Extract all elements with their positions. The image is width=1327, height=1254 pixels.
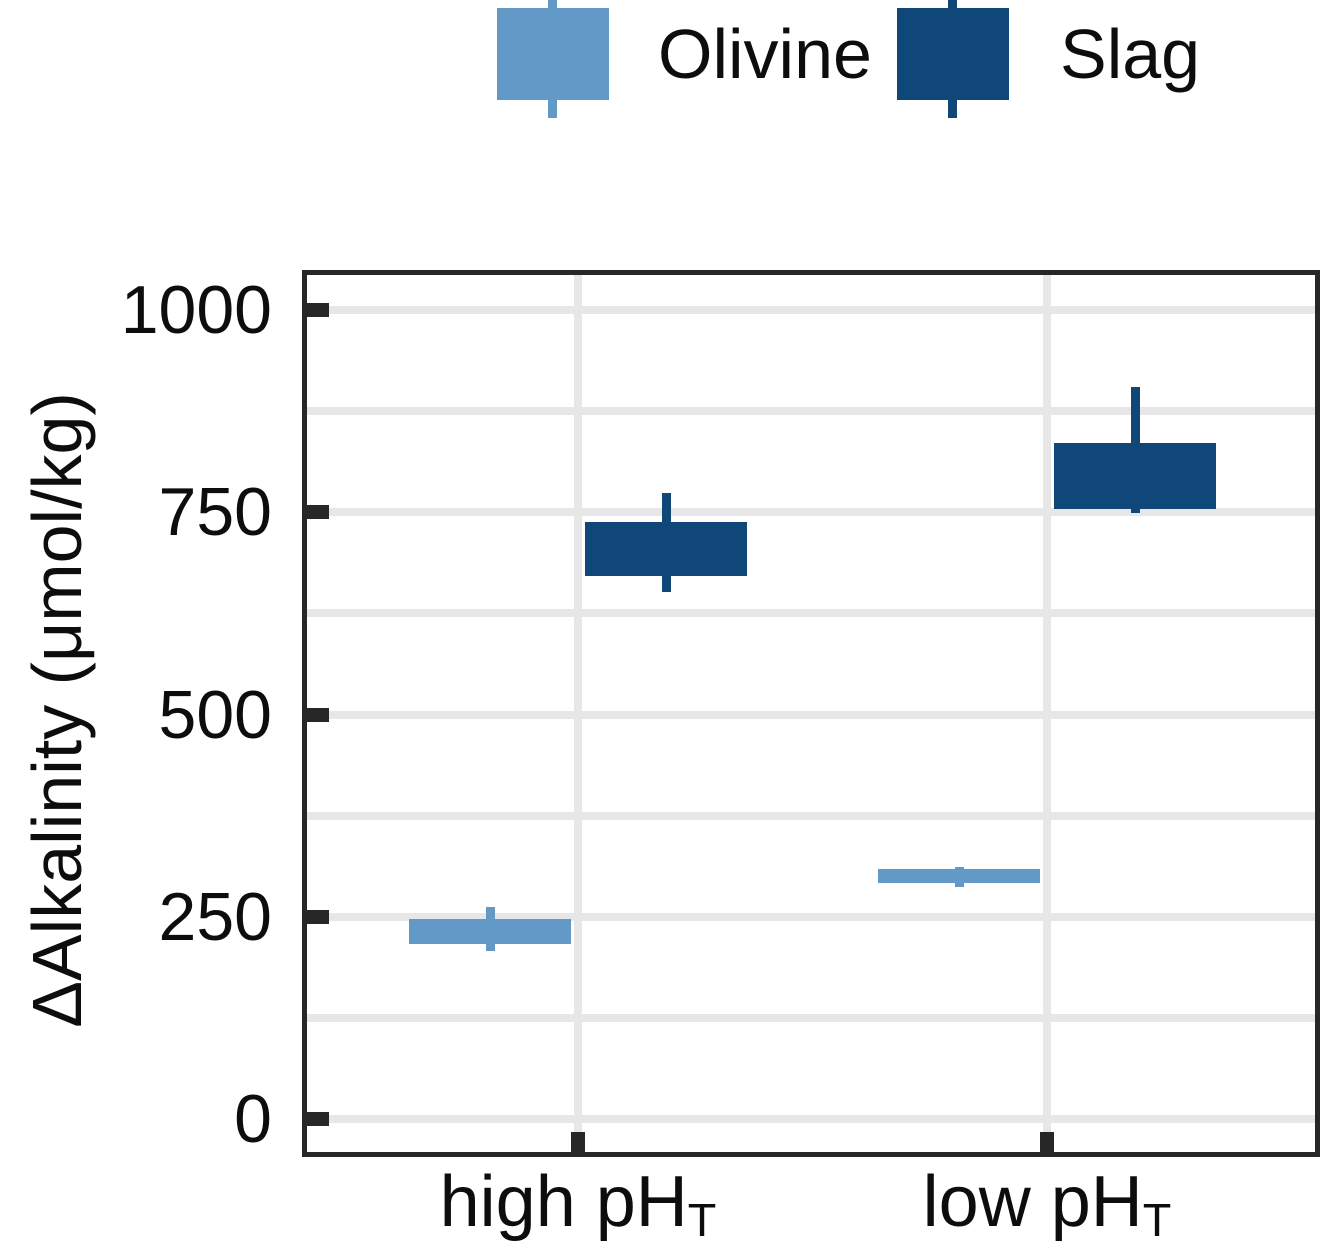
x-category-label: high pHT (439, 1162, 717, 1246)
gridline-horizontal (307, 306, 1315, 314)
gridline-horizontal (307, 1013, 1315, 1022)
y-tick-label: 250 (158, 878, 272, 955)
y-tick-label: 750 (158, 474, 272, 551)
y-axis-tick (307, 909, 329, 924)
gridline-horizontal (307, 912, 1315, 921)
gridline-vertical (1043, 275, 1051, 1152)
x-category-text: high pH (439, 1162, 688, 1242)
x-category-subscript: T (1142, 1194, 1172, 1247)
y-axis-tick (307, 707, 329, 722)
gridline-horizontal (307, 609, 1315, 618)
box-olivine-high-ph (409, 919, 571, 945)
x-category-text: low pH (922, 1162, 1143, 1242)
gridline-horizontal (307, 710, 1315, 719)
y-tick-label: 0 (234, 1081, 272, 1157)
y-axis-tick (307, 1112, 329, 1126)
gridline-horizontal (307, 508, 1315, 517)
box-slag-high-ph (585, 521, 747, 577)
legend-swatch-olivine (497, 8, 609, 100)
gridline-horizontal (307, 407, 1315, 416)
y-axis-tick (307, 303, 329, 317)
x-axis-tick (571, 1132, 585, 1152)
gridline-vertical (574, 275, 582, 1152)
plot-area (302, 270, 1320, 1157)
y-tick-label: 500 (158, 676, 272, 753)
legend-label-olivine: Olivine (658, 15, 872, 93)
x-category-label: low pHT (922, 1162, 1172, 1246)
gridline-horizontal (307, 1115, 1315, 1123)
y-tick-label: 1000 (120, 272, 272, 348)
gridline-horizontal (307, 811, 1315, 820)
box-slag-low-ph (1054, 442, 1216, 509)
y-axis-tick (307, 505, 329, 520)
legend-swatch-slag (897, 8, 1009, 100)
y-axis-title: ΔAlkalinity (μmol/kg) (18, 392, 96, 1028)
legend-label-slag: Slag (1060, 15, 1201, 93)
x-category-subscript: T (687, 1194, 717, 1247)
box-olivine-low-ph (878, 869, 1040, 883)
x-axis-tick (1040, 1132, 1054, 1152)
